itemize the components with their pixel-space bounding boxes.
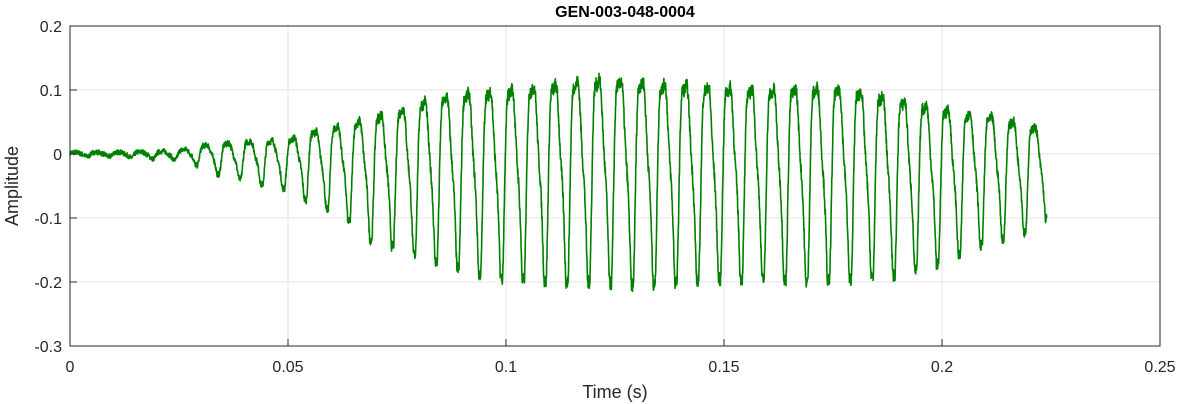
y-tick-label: 0.2 xyxy=(40,19,62,36)
y-tick-label: 0 xyxy=(53,147,62,164)
y-axis-ticks: -0.3 -0.2 -0.1 0 0.1 0.2 xyxy=(34,19,77,356)
plot-frame xyxy=(69,25,1161,347)
x-tick-label: 0.1 xyxy=(495,359,517,376)
chart-title: GEN-003-048-0004 xyxy=(555,4,695,21)
x-axis-title: Time (s) xyxy=(582,382,647,402)
y-tick-label: 0.1 xyxy=(40,83,62,100)
x-tick-label: 0 xyxy=(66,359,75,376)
grid-lines xyxy=(69,25,1161,347)
x-axis-ticks: 0 0.05 0.1 0.15 0.2 0.25 xyxy=(66,339,1176,376)
x-tick-label: 0.05 xyxy=(272,359,303,376)
y-tick-label: -0.2 xyxy=(34,275,62,292)
y-tick-label: -0.1 xyxy=(34,211,62,228)
x-tick-label: 0.2 xyxy=(931,359,953,376)
y-axis-title: Amplitude xyxy=(2,146,22,226)
signal-line xyxy=(69,72,1048,293)
x-tick-label: 0.25 xyxy=(1144,359,1175,376)
x-tick-label: 0.15 xyxy=(708,359,739,376)
y-tick-label: -0.3 xyxy=(34,339,62,356)
